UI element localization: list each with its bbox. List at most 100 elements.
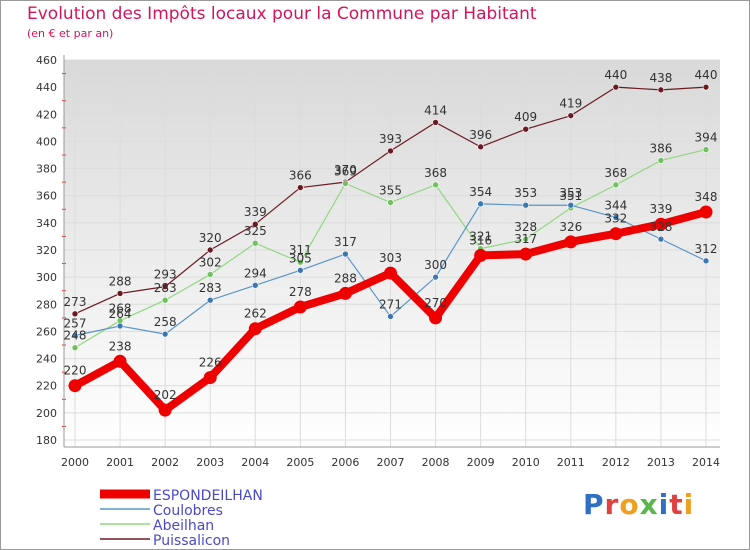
grid-lines	[64, 59, 720, 447]
logo-letter: t	[669, 488, 684, 521]
data-label: 303	[379, 251, 402, 265]
data-label: 326	[559, 220, 582, 234]
data-point	[474, 248, 488, 262]
data-point	[158, 403, 172, 417]
legend-item-abeilhan: Abeilhan	[100, 518, 214, 534]
data-label: 440	[604, 68, 627, 82]
series-coulobres	[71, 200, 710, 339]
data-label: 339	[649, 202, 672, 216]
data-point	[161, 330, 169, 338]
data-point	[699, 205, 713, 219]
legend-label: Coulobres	[153, 503, 223, 519]
x-tick-label: 2008	[422, 456, 450, 469]
y-tick-label: 220	[36, 380, 57, 393]
x-tick-label: 2000	[61, 456, 89, 469]
x-tick-label: 2007	[377, 456, 405, 469]
data-point	[161, 283, 169, 290]
logo-letter: o	[619, 488, 640, 521]
data-point	[206, 271, 214, 278]
data-point	[206, 296, 214, 304]
data-point	[387, 147, 394, 155]
data-label: 325	[244, 224, 267, 238]
legend-item-coulobres: Coulobres	[100, 503, 223, 519]
data-point	[251, 281, 259, 289]
chart-title: Evolution des Impôts locaux pour la Comm…	[27, 4, 537, 24]
y-tick-label: 180	[36, 434, 57, 447]
legend-label: ESPONDEILHAN	[153, 488, 263, 504]
data-point	[477, 200, 484, 208]
data-label: 370	[334, 163, 357, 177]
x-tick-label: 2006	[331, 456, 359, 469]
data-label: 368	[604, 166, 627, 180]
data-point	[71, 310, 79, 318]
data-label: 348	[695, 190, 718, 204]
data-label: 317	[514, 232, 537, 246]
data-label: 248	[64, 329, 87, 343]
data-point	[567, 201, 575, 209]
legend-label: Puissalicon	[153, 533, 230, 549]
data-point	[654, 217, 668, 231]
series-espondeilhan	[68, 205, 713, 417]
y-tick-label: 280	[36, 298, 57, 311]
data-point	[251, 239, 259, 247]
data-point	[612, 83, 620, 91]
series-puissalicon	[71, 83, 710, 318]
data-label: 264	[109, 307, 132, 321]
logo-letter: i	[658, 488, 670, 521]
data-point	[387, 199, 394, 206]
data-label: 440	[695, 68, 718, 82]
data-label: 283	[199, 281, 222, 295]
data-point	[251, 220, 259, 228]
data-label: 394	[695, 131, 718, 145]
y-tick-label: 440	[36, 81, 57, 94]
data-point	[297, 184, 304, 191]
data-label: 438	[649, 71, 672, 85]
data-label: 366	[289, 169, 312, 183]
data-point	[338, 286, 352, 300]
x-tick-label: 2001	[106, 456, 134, 469]
data-point	[68, 379, 82, 393]
data-label: 294	[244, 266, 267, 280]
data-point	[702, 146, 710, 153]
data-point	[113, 354, 127, 368]
data-point	[702, 83, 710, 91]
data-point	[609, 227, 623, 241]
data-point	[522, 235, 530, 243]
y-tick-label: 240	[36, 353, 57, 366]
data-label: 312	[695, 242, 718, 256]
data-label: 339	[244, 205, 267, 219]
x-tick-label: 2002	[151, 456, 179, 469]
data-point	[293, 300, 307, 314]
data-point	[702, 257, 710, 265]
data-label: 320	[199, 231, 222, 245]
data-label: 300	[424, 258, 447, 272]
data-label: 271	[379, 298, 402, 312]
data-label: 302	[199, 255, 222, 269]
y-tick-label: 460	[36, 54, 57, 67]
data-label: 288	[334, 271, 357, 285]
data-label: 414	[424, 103, 447, 117]
data-label: 419	[559, 97, 582, 111]
data-label: 353	[514, 186, 537, 200]
x-tick-label: 2005	[286, 456, 314, 469]
data-point	[384, 266, 397, 280]
data-point	[248, 322, 262, 336]
data-point	[161, 296, 169, 304]
x-tick-label: 2003	[196, 456, 224, 469]
data-label: 270	[424, 296, 447, 310]
data-point	[657, 86, 665, 94]
x-tick-label: 2012	[602, 456, 630, 469]
logo-letter: i	[683, 488, 695, 521]
data-point	[522, 125, 530, 133]
data-point	[342, 180, 349, 187]
x-tick-label: 2004	[241, 456, 269, 469]
data-label: 317	[334, 235, 357, 249]
logo-letter: x	[639, 488, 659, 521]
data-label: 316	[469, 233, 492, 247]
x-tick-label: 2009	[467, 456, 495, 469]
data-label: 226	[199, 356, 222, 370]
x-tick-label: 2014	[692, 456, 720, 469]
data-point	[657, 235, 665, 243]
legend-item-puissalicon: Puissalicon	[100, 533, 230, 549]
